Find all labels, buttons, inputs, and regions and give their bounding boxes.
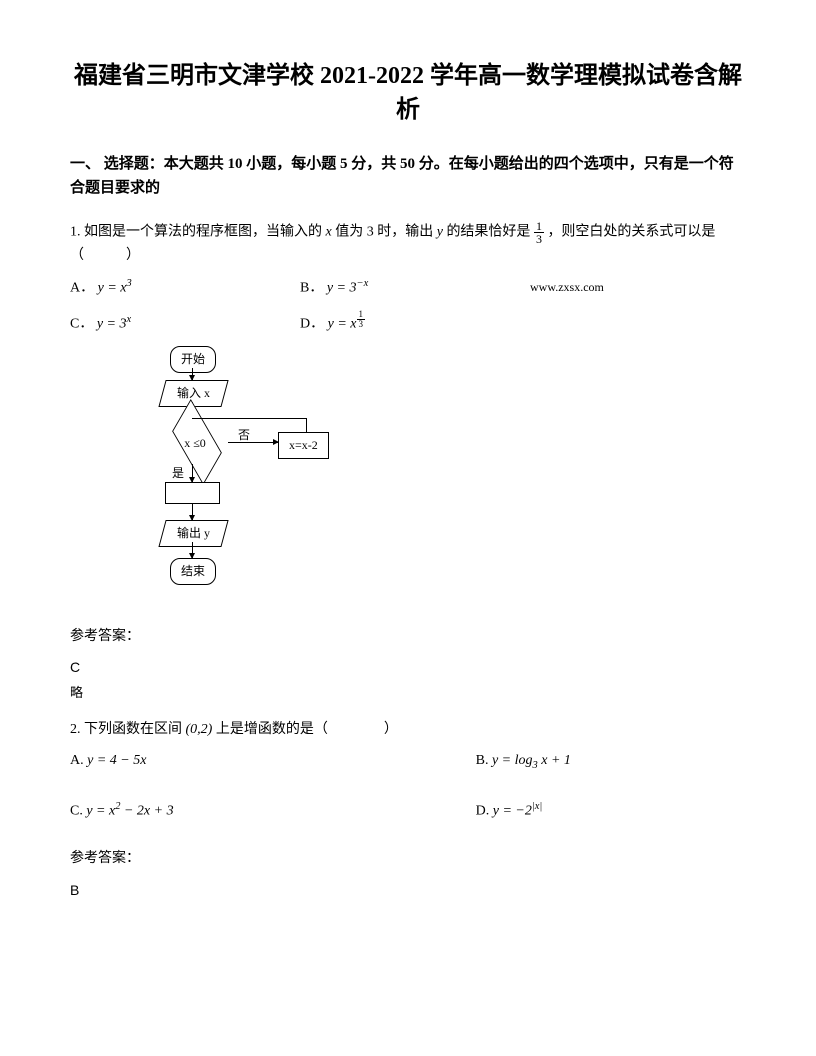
q1-flowchart: 开始 输入 x x ≤0 否 x=x-2 是 输出 y 结束: [110, 346, 370, 616]
q2-interval: (0,2): [186, 722, 213, 737]
q2-optC-formula-post: − 2x + 3: [120, 804, 173, 819]
q2-optB-formula-pre: y = log: [492, 753, 533, 768]
q1-optD-formula: y = x: [328, 316, 357, 331]
q2-optD-formula: y = −2: [493, 804, 532, 819]
q2-option-d: D. y = −2|x|: [476, 799, 746, 823]
q1-frac-den: 3: [534, 233, 544, 245]
document-title: 福建省三明市文津学校 2021-2022 学年高一数学理模拟试卷含解析: [70, 60, 746, 127]
q1-optA-formula: y = x: [98, 280, 127, 295]
fc-cond-text: x ≤0: [165, 434, 225, 453]
q1-optD-exp-frac: 13: [357, 314, 366, 325]
fc-input-text: 输入 x: [177, 384, 210, 403]
section-1-header: 一、 选择题：本大题共 10 小题，每小题 5 分，共 50 分。在每小题给出的…: [70, 152, 746, 200]
fc-loop-v: [306, 418, 307, 432]
fc-loop-h: [192, 418, 306, 419]
fc-empty-box: [165, 482, 220, 504]
q1-optC-formula: y = 3: [97, 316, 127, 331]
q2-optB-formula-post: x + 1: [538, 753, 571, 768]
fc-end: 结束: [170, 558, 216, 585]
q1-var-y: y: [437, 225, 443, 240]
watermark-text: www.zxsx.com: [530, 278, 604, 297]
q2-answer-label: 参考答案：: [70, 848, 746, 870]
q1-optA-label: A．: [70, 280, 94, 295]
q1-answer: C: [70, 656, 746, 678]
q2-text-1: 下列函数在区间: [84, 722, 182, 737]
q1-answer-label: 参考答案：: [70, 626, 746, 648]
q1-options-row-2: C． y = 3x D． y = x13: [70, 310, 746, 336]
fc-arrow-right: [228, 442, 278, 443]
fc-proc: x=x-2: [278, 432, 329, 459]
q1-text-1: 如图是一个算法的程序框图，当输入的: [84, 225, 322, 240]
q1-optB-exp: −x: [357, 278, 369, 289]
q1-optB-formula: y = 3: [327, 280, 357, 295]
q2-option-a: A. y = 4 − 5x: [70, 750, 442, 775]
fc-output-text: 输出 y: [177, 524, 210, 543]
fc-label-yes: 是: [172, 464, 184, 483]
q2-options-row-1: A. y = 4 − 5x B. y = log3 x + 1: [70, 750, 746, 775]
q2-text: 2. 下列函数在区间 (0,2) 上是增函数的是（ ）: [70, 719, 746, 741]
q2-optB-label: B.: [476, 753, 489, 768]
q1-text-2: 值为 3 时，输出: [335, 225, 433, 240]
fc-start: 开始: [170, 346, 216, 373]
q1-optC-label: C．: [70, 316, 93, 331]
fc-output: 输出 y: [158, 520, 228, 547]
fc-arrow-3: [192, 464, 193, 482]
q1-optD-label: D．: [300, 316, 324, 331]
q1-option-d: D． y = x13: [300, 310, 500, 336]
q1-optC-exp: x: [127, 314, 132, 325]
q1-brief: 略: [70, 683, 746, 704]
q2-option-b: B. y = log3 x + 1: [476, 750, 746, 775]
fc-arrow-5: [192, 542, 193, 558]
q1-optD-exp-den: 3: [357, 320, 366, 329]
q2-number: 2.: [70, 722, 81, 737]
q2-optD-exp: |x|: [532, 801, 542, 812]
q1-optB-label: B．: [300, 280, 323, 295]
q1-fraction: 1 3: [534, 220, 544, 245]
q2-text-2: 上是增函数的是（ ）: [216, 722, 398, 737]
q1-optA-exp: 3: [127, 278, 132, 289]
q2-option-c: C. y = x2 − 2x + 3: [70, 799, 442, 823]
q2-optD-label: D.: [476, 804, 490, 819]
q1-text: 1. 如图是一个算法的程序框图，当输入的 x 值为 3 时，输出 y 的结果恰好…: [70, 220, 746, 267]
q1-text-3: 的结果恰好是: [446, 225, 530, 240]
q1-option-c: C． y = 3x: [70, 312, 270, 336]
q1-number: 1.: [70, 225, 81, 240]
question-2: 2. 下列函数在区间 (0,2) 上是增函数的是（ ） A. y = 4 − 5…: [70, 719, 746, 901]
q1-options-row-1: A． y = x3 B． y = 3−x www.zxsx.com: [70, 276, 746, 300]
fc-arrow-1: [192, 368, 193, 380]
q1-option-a: A． y = x3: [70, 276, 270, 300]
q2-optC-formula: y = x: [86, 804, 115, 819]
q2-answer: B: [70, 879, 746, 901]
q2-optC-label: C.: [70, 804, 83, 819]
question-1: 1. 如图是一个算法的程序框图，当输入的 x 值为 3 时，输出 y 的结果恰好…: [70, 220, 746, 704]
q2-optA-label: A.: [70, 753, 84, 768]
q1-var-x: x: [326, 225, 332, 240]
q2-optA-formula: y = 4 − 5x: [87, 753, 146, 768]
q2-options-row-2: C. y = x2 − 2x + 3 D. y = −2|x|: [70, 799, 746, 823]
fc-arrow-4: [192, 504, 193, 520]
q1-option-b: B． y = 3−x: [300, 276, 500, 300]
